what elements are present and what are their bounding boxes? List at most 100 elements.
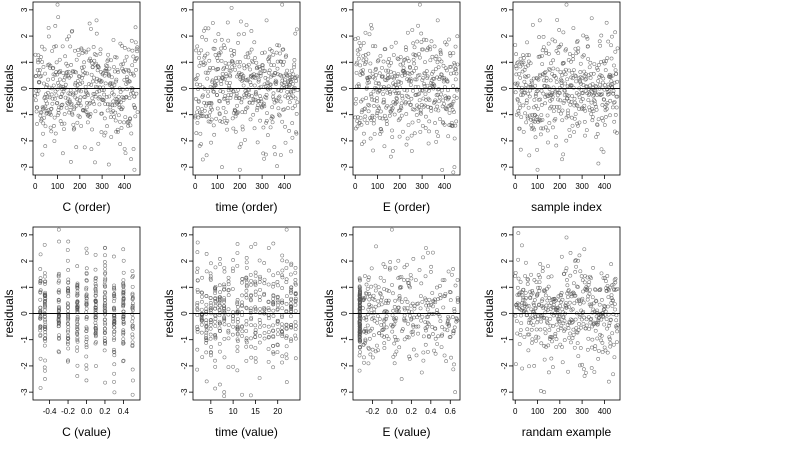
data-point bbox=[66, 294, 71, 299]
data-point bbox=[42, 337, 47, 341]
data-point bbox=[516, 60, 521, 65]
data-point bbox=[284, 53, 289, 58]
data-point bbox=[206, 94, 210, 98]
data-point bbox=[368, 116, 373, 120]
data-point bbox=[416, 324, 421, 329]
data-point bbox=[42, 365, 47, 370]
data-point bbox=[244, 284, 249, 289]
data-point bbox=[293, 320, 298, 324]
data-point bbox=[209, 308, 213, 312]
data-point bbox=[570, 123, 575, 128]
y-tick-label: -1 bbox=[500, 111, 509, 119]
data-point bbox=[48, 110, 53, 115]
data-point bbox=[237, 64, 242, 69]
data-point bbox=[580, 278, 585, 283]
data-point bbox=[293, 296, 298, 301]
data-point bbox=[528, 61, 533, 66]
data-point bbox=[195, 300, 200, 305]
data-point bbox=[115, 127, 120, 132]
data-point bbox=[530, 340, 534, 345]
data-point bbox=[243, 137, 247, 142]
data-point bbox=[573, 112, 578, 116]
data-point bbox=[411, 88, 415, 93]
data-point bbox=[371, 355, 375, 360]
data-point bbox=[353, 115, 358, 120]
data-point bbox=[220, 119, 225, 124]
data-point bbox=[57, 333, 61, 338]
data-point bbox=[425, 324, 430, 329]
data-point bbox=[66, 69, 71, 74]
data-point bbox=[78, 95, 83, 100]
data-point bbox=[367, 336, 372, 341]
data-point bbox=[118, 142, 123, 146]
data-point bbox=[253, 270, 258, 275]
data-point bbox=[595, 122, 599, 127]
data-point bbox=[545, 298, 550, 303]
data-point bbox=[68, 92, 72, 96]
data-point bbox=[66, 316, 71, 321]
data-point bbox=[94, 289, 98, 294]
data-point bbox=[103, 340, 107, 345]
data-point bbox=[603, 309, 608, 314]
data-point bbox=[418, 129, 423, 134]
data-point bbox=[276, 271, 280, 276]
data-point bbox=[437, 57, 442, 62]
data-point bbox=[538, 262, 543, 266]
data-point bbox=[402, 71, 407, 75]
data-point bbox=[72, 126, 77, 131]
data-point bbox=[56, 273, 61, 278]
data-point bbox=[404, 112, 409, 116]
data-point bbox=[271, 273, 276, 278]
data-point bbox=[589, 317, 594, 321]
x-tick-label: 10 bbox=[229, 407, 238, 416]
data-point bbox=[452, 329, 456, 333]
data-point bbox=[293, 266, 298, 270]
x-axis-title: sample index bbox=[531, 200, 602, 214]
data-point bbox=[244, 23, 249, 27]
data-point bbox=[289, 339, 293, 343]
data-point bbox=[528, 289, 533, 294]
data-point bbox=[43, 339, 48, 343]
data-point bbox=[284, 259, 289, 264]
data-point bbox=[258, 276, 262, 281]
data-point bbox=[376, 82, 381, 86]
data-point bbox=[254, 73, 259, 77]
data-point bbox=[378, 292, 383, 297]
data-point bbox=[52, 115, 57, 120]
data-point bbox=[255, 65, 260, 70]
data-point bbox=[607, 323, 611, 328]
data-point bbox=[541, 45, 546, 49]
data-point bbox=[84, 317, 89, 321]
data-point bbox=[217, 319, 222, 324]
data-point bbox=[207, 101, 212, 105]
data-point bbox=[235, 325, 240, 330]
data-point bbox=[251, 112, 256, 117]
data-point bbox=[125, 87, 129, 92]
data-point bbox=[99, 130, 104, 135]
data-point bbox=[204, 330, 209, 335]
data-point bbox=[409, 96, 414, 101]
data-point bbox=[197, 51, 202, 56]
data-point bbox=[43, 317, 47, 322]
data-point bbox=[268, 82, 273, 87]
data-point bbox=[384, 325, 389, 330]
data-point bbox=[561, 321, 566, 326]
data-point bbox=[213, 306, 218, 311]
data-point bbox=[56, 297, 61, 302]
data-point bbox=[75, 325, 80, 329]
data-point bbox=[235, 337, 240, 342]
data-point bbox=[236, 32, 241, 37]
data-point bbox=[430, 54, 435, 59]
data-point bbox=[592, 321, 597, 326]
data-point bbox=[199, 322, 204, 327]
data-point bbox=[195, 44, 200, 49]
data-point bbox=[391, 291, 395, 296]
data-point bbox=[271, 95, 275, 99]
data-point bbox=[559, 42, 564, 47]
data-point bbox=[558, 70, 563, 74]
data-point bbox=[444, 42, 449, 47]
data-point bbox=[121, 314, 126, 319]
data-point bbox=[575, 104, 580, 108]
y-tick-label: 3 bbox=[180, 7, 189, 12]
data-point bbox=[369, 266, 374, 271]
